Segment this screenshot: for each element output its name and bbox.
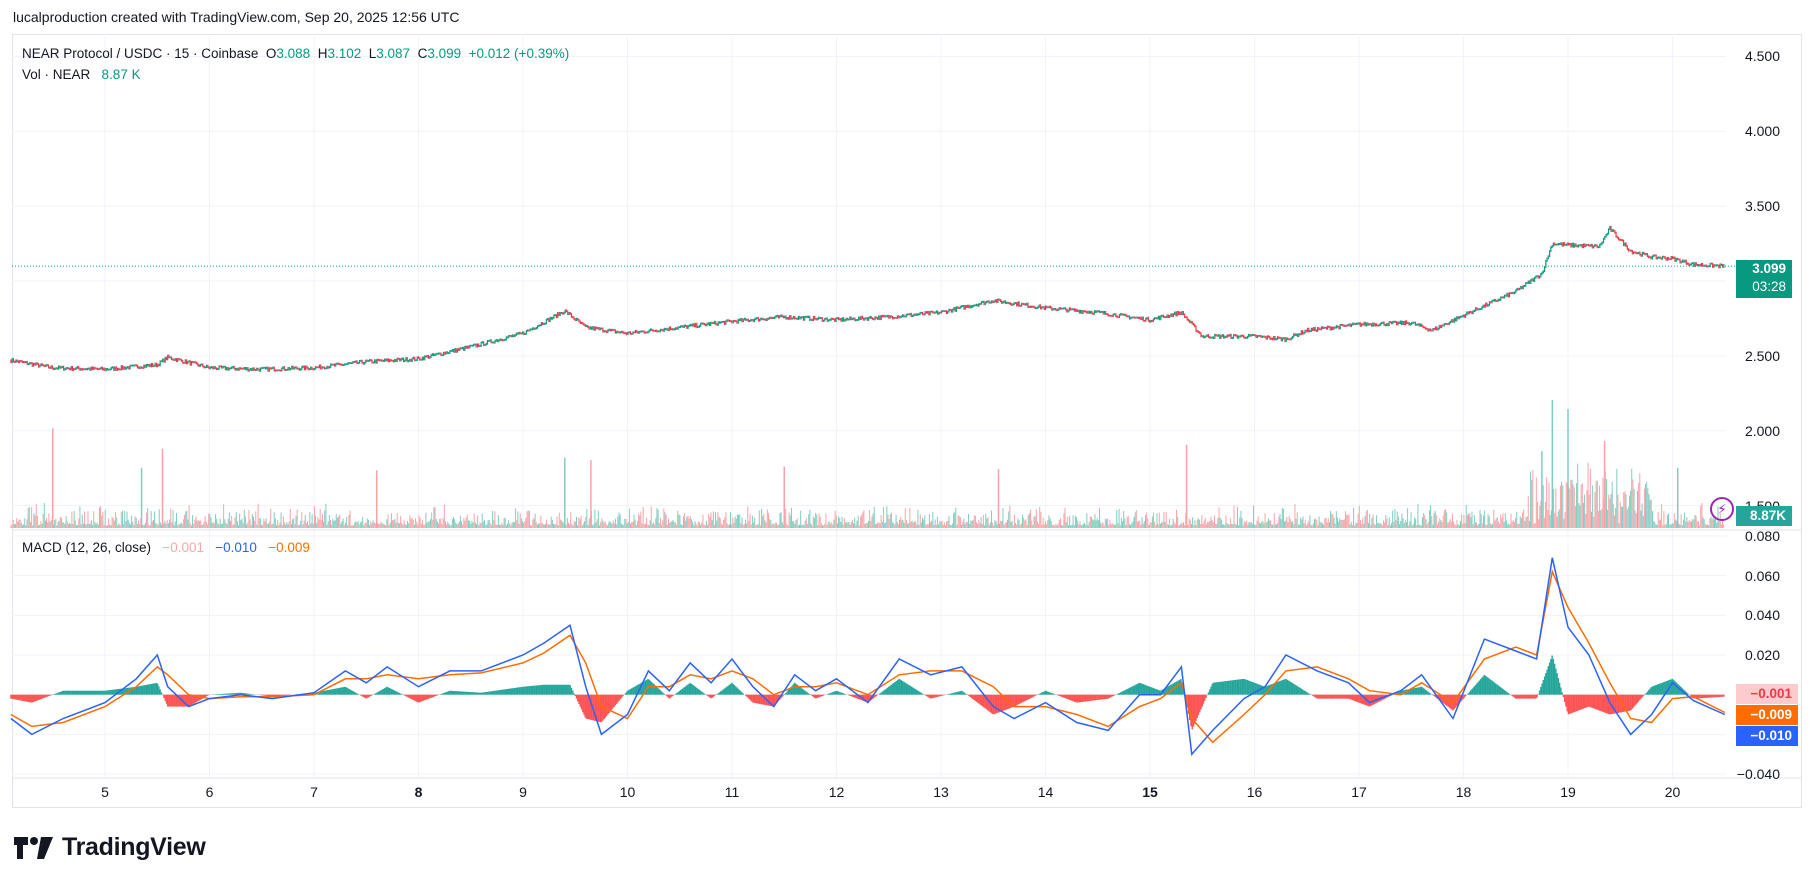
price-tick-label: 4.000 [1744,123,1780,140]
macd-hist-tag: −0.001 [1736,684,1798,704]
time-tick-label: 10 [619,784,636,800]
close-value: 3.099 [427,46,462,61]
time-tick-label: 6 [205,784,214,800]
volume-legend[interactable]: Vol · NEAR 8.87 K [22,67,141,82]
time-tick-label: 7 [310,784,318,800]
price-tick-label: 2.000 [1744,422,1780,439]
time-tick-label: 13 [933,784,949,800]
time-tick-label: 19 [1560,784,1576,800]
chart-credit: lucalproduction created with TradingView… [13,9,460,25]
time-tick-label: 5 [101,784,109,800]
time-tick-label: 17 [1351,784,1367,800]
tradingview-brand-name: TradingView [62,833,206,861]
time-tick-label: 18 [1455,784,1472,800]
time-tick-label: 8 [414,784,423,800]
macd-line-value: −0.010 [215,540,257,555]
time-tick-label: 15 [1142,784,1158,800]
grid-lines [12,34,1802,779]
change-value: +0.012 (+0.39%) [468,46,570,61]
macd-signal-tag: −0.009 [1736,705,1798,725]
time-tick-label: 11 [724,784,740,800]
close-label: C [417,46,428,61]
price-tick-label: 4.500 [1744,48,1780,65]
time-tick-label: 12 [828,784,845,800]
low-value: 3.087 [376,46,411,61]
high-value: 3.102 [327,46,362,61]
macd-label: MACD (12, 26, close) [22,540,152,555]
volume-series [10,400,1725,528]
macd-line [10,557,1726,756]
open-label: O [265,46,277,61]
macd-histogram [10,655,1725,730]
macd-legend[interactable]: MACD (12, 26, close) −0.001 −0.010 −0.00… [22,540,310,555]
volume-value: 8.87 K [101,67,141,82]
open-value: 3.088 [276,46,311,61]
last-price-value: 3.099 [1752,261,1786,276]
time-tick-label: 20 [1664,784,1681,800]
lightning-icon[interactable]: ⚡ [1710,497,1734,521]
symbol-legend[interactable]: NEAR Protocol / USDC · 15 · Coinbase O3.… [22,46,569,61]
chart-frame [12,34,1802,808]
symbol-name: NEAR Protocol / USDC · 15 · Coinbase [22,46,259,61]
time-tick-label: 14 [1037,784,1054,800]
macd-lines [10,557,1726,756]
price-tick-label: 2.500 [1744,347,1780,364]
volume-label: Vol · NEAR [22,67,91,82]
macd-tick-label: 0.060 [1744,567,1780,584]
last-price-tag: 3.099 03:28 [1736,260,1792,298]
low-label: L [368,46,377,61]
price-series [10,225,1736,372]
time-tick-label: 9 [519,784,527,800]
macd-signal-value: −0.009 [268,540,310,555]
high-label: H [317,46,328,61]
bar-countdown: 03:28 [1752,279,1786,294]
macd-tick-label: 0.020 [1744,647,1780,663]
macd-tick-label: 0.080 [1744,527,1780,544]
tradingview-logo-icon [14,836,53,859]
volume-tag: 8.87K [1736,506,1792,526]
tradingview-logo[interactable]: TradingView [14,833,206,862]
macd-tick-label: 0.040 [1744,607,1780,624]
macd-line-tag: −0.010 [1736,726,1798,746]
macd-tick-label: −0.040 [1736,766,1780,783]
macd-hist-value: −0.001 [162,540,204,555]
price-tick-label: 3.500 [1744,198,1780,215]
signal-line [10,569,1726,744]
time-tick-label: 16 [1246,784,1263,800]
